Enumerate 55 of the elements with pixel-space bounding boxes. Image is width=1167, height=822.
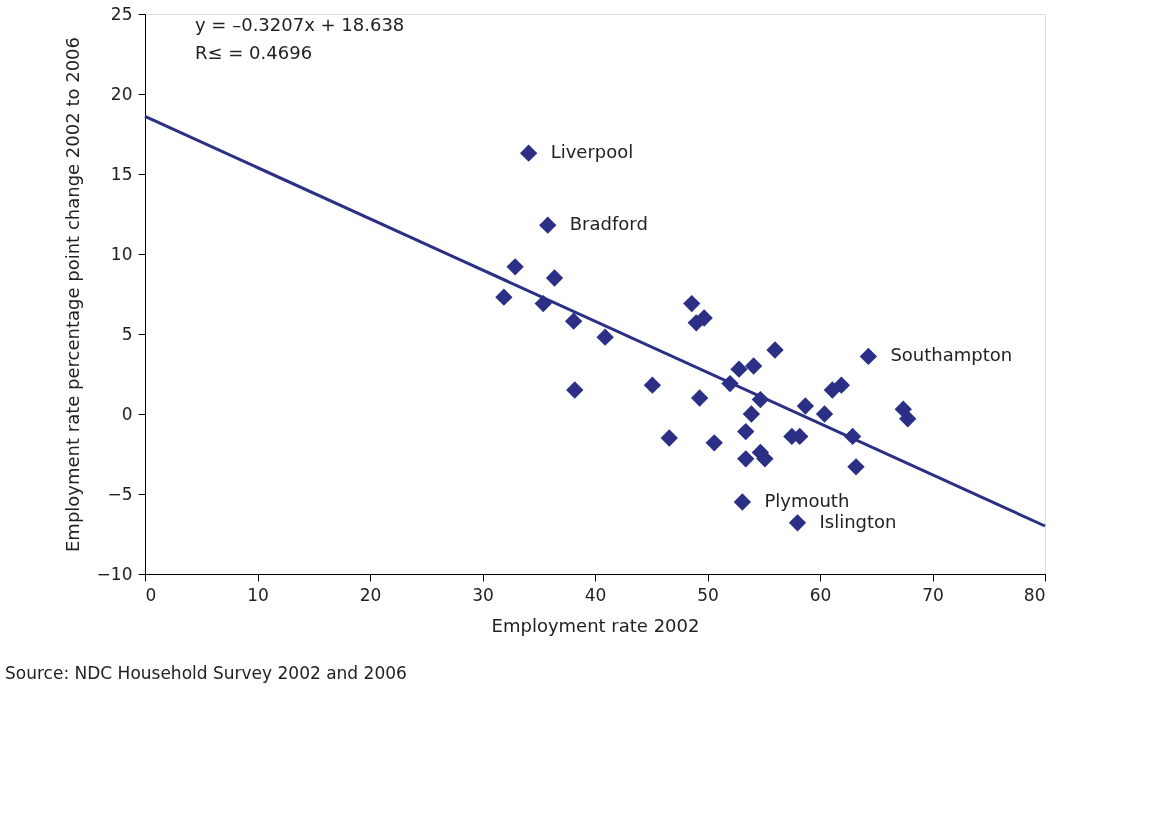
- x-tick-label: 20: [359, 584, 382, 605]
- point: [539, 216, 557, 234]
- annotation: Bradford: [569, 213, 648, 235]
- point: [564, 312, 583, 330]
- source-note: Source: NDC Household Survey 2002 and 2006: [5, 663, 407, 683]
- point: [683, 294, 701, 313]
- y-tick-label: 15: [110, 163, 133, 184]
- x-tick-label: 10: [247, 584, 269, 605]
- point: [643, 376, 662, 394]
- point: [859, 347, 878, 366]
- annotation: y = –0.3207x + 18.638: [195, 14, 405, 35]
- annotation: Liverpool: [550, 141, 634, 163]
- y-tick-label: 5: [121, 323, 133, 344]
- point: [766, 341, 784, 359]
- point: [733, 493, 752, 511]
- point: [737, 422, 755, 441]
- annotation: R≤ = 0.4696: [195, 42, 313, 63]
- point: [899, 410, 917, 428]
- y-tick-label: 25: [110, 3, 133, 24]
- point: [596, 328, 614, 346]
- point: [788, 514, 807, 532]
- point: [660, 429, 678, 447]
- point: [566, 381, 584, 399]
- x-tick-label: 50: [697, 584, 719, 605]
- annotation: Southampton: [890, 344, 1013, 366]
- point: [690, 389, 709, 407]
- point: [737, 450, 755, 468]
- x-tick-label: 60: [809, 584, 832, 605]
- point: [545, 269, 564, 287]
- x-tick-label: 70: [922, 584, 944, 605]
- y-axis-title: Employment rate percentage point change 2002 to 2006: [61, 37, 83, 552]
- point: [730, 360, 748, 378]
- annotation: Plymouth: [764, 490, 850, 511]
- x-tick-label: 80: [1023, 584, 1046, 605]
- x-tick-label: 30: [472, 584, 494, 605]
- point: [519, 144, 538, 162]
- x-tick-label: 0: [145, 584, 157, 605]
- point: [815, 405, 834, 423]
- point: [506, 258, 524, 276]
- point: [742, 405, 761, 423]
- point: [687, 314, 705, 332]
- y-tick-label: 0: [121, 403, 133, 424]
- x-axis-title: Employment rate 2002: [491, 614, 700, 636]
- x-tick-label: 40: [584, 584, 607, 605]
- y-tick-label: 10: [110, 243, 133, 264]
- point: [744, 357, 763, 375]
- y-tick-label: −5: [107, 483, 133, 504]
- point: [796, 397, 815, 415]
- y-tick-label: −10: [96, 563, 133, 584]
- point: [705, 434, 723, 452]
- y-tick-label: 20: [110, 83, 133, 104]
- point: [832, 376, 851, 394]
- point: [495, 288, 513, 306]
- point: [847, 458, 865, 476]
- annotation: Islington: [819, 510, 897, 532]
